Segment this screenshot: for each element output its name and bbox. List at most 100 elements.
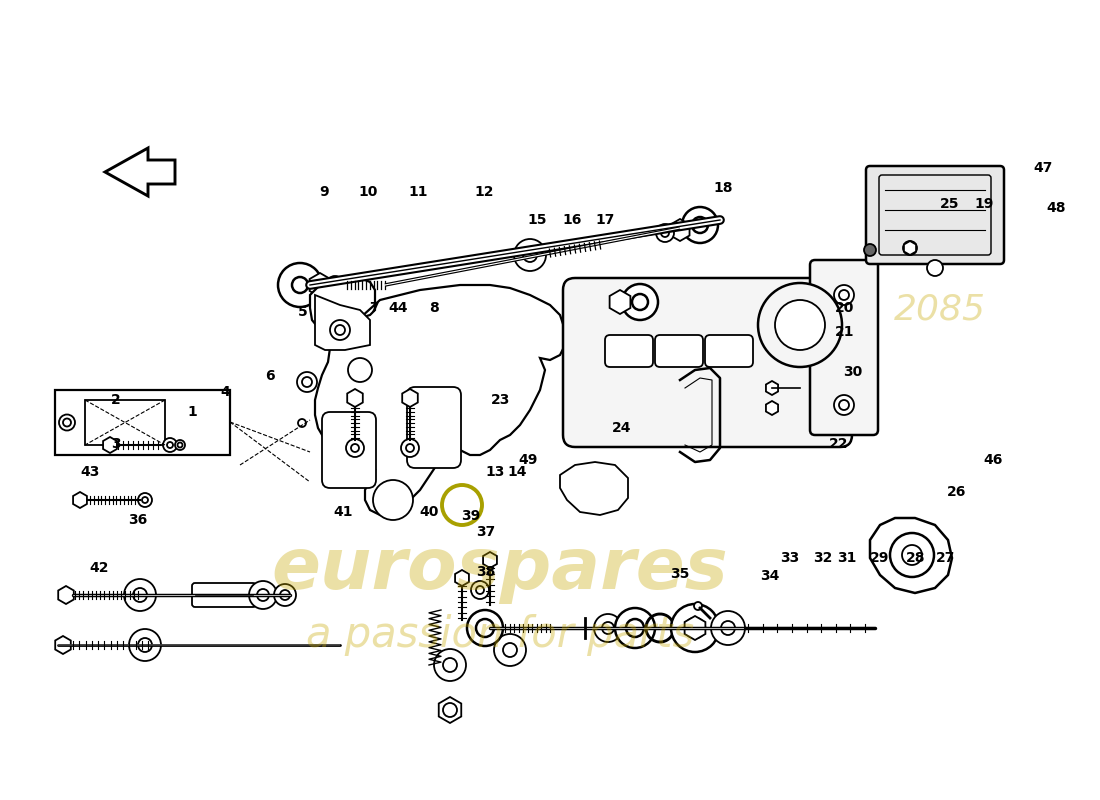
Circle shape	[142, 497, 148, 503]
Circle shape	[902, 545, 922, 565]
Polygon shape	[870, 518, 952, 593]
Circle shape	[129, 629, 161, 661]
Circle shape	[280, 590, 290, 600]
Circle shape	[839, 400, 849, 410]
Text: eurospares: eurospares	[272, 535, 728, 605]
Text: 28: 28	[905, 551, 925, 566]
Polygon shape	[309, 273, 330, 297]
Circle shape	[175, 440, 185, 450]
Polygon shape	[55, 636, 70, 654]
Circle shape	[682, 207, 718, 243]
Polygon shape	[560, 462, 628, 515]
Text: 19: 19	[975, 197, 994, 211]
FancyBboxPatch shape	[322, 412, 376, 488]
Circle shape	[167, 442, 173, 448]
Circle shape	[434, 649, 466, 681]
Circle shape	[59, 414, 75, 430]
Circle shape	[758, 283, 842, 367]
Text: 33: 33	[780, 551, 800, 566]
FancyBboxPatch shape	[705, 335, 754, 367]
Circle shape	[336, 325, 345, 335]
Text: 2085: 2085	[894, 293, 986, 327]
Text: 26: 26	[947, 485, 967, 499]
Text: 36: 36	[128, 513, 147, 527]
Circle shape	[302, 377, 312, 387]
Text: 1: 1	[188, 405, 197, 419]
Text: 18: 18	[713, 181, 733, 195]
Polygon shape	[609, 290, 630, 314]
Polygon shape	[73, 492, 87, 508]
Polygon shape	[766, 401, 778, 415]
Text: 42: 42	[89, 561, 109, 575]
Text: 49: 49	[518, 453, 538, 467]
Circle shape	[839, 290, 849, 300]
Text: 34: 34	[760, 569, 780, 583]
Text: 20: 20	[835, 301, 855, 315]
Text: 46: 46	[983, 453, 1003, 467]
Text: 8: 8	[430, 301, 439, 315]
Circle shape	[692, 217, 708, 233]
Circle shape	[292, 277, 308, 293]
Text: 32: 32	[813, 551, 833, 566]
Circle shape	[661, 229, 669, 237]
Circle shape	[442, 485, 482, 525]
Circle shape	[776, 300, 825, 350]
Text: 13: 13	[485, 465, 505, 479]
Circle shape	[297, 372, 317, 392]
Circle shape	[124, 579, 156, 611]
Circle shape	[632, 294, 648, 310]
Circle shape	[621, 284, 658, 320]
Text: 43: 43	[80, 465, 100, 479]
FancyBboxPatch shape	[55, 390, 230, 455]
FancyBboxPatch shape	[192, 583, 256, 607]
Circle shape	[834, 395, 854, 415]
Text: 48: 48	[1046, 201, 1066, 215]
FancyBboxPatch shape	[654, 335, 703, 367]
Text: 44: 44	[388, 301, 408, 315]
Polygon shape	[904, 241, 916, 255]
FancyBboxPatch shape	[866, 166, 1004, 264]
Text: 2: 2	[111, 393, 120, 407]
Polygon shape	[315, 295, 370, 350]
Circle shape	[927, 260, 943, 276]
Text: 11: 11	[408, 185, 428, 199]
Text: 37: 37	[476, 525, 496, 539]
Text: 30: 30	[843, 365, 862, 379]
Circle shape	[326, 276, 344, 294]
Circle shape	[626, 619, 644, 637]
FancyBboxPatch shape	[407, 387, 461, 468]
Polygon shape	[403, 389, 418, 407]
Text: 12: 12	[474, 185, 494, 199]
Polygon shape	[483, 552, 497, 568]
Circle shape	[249, 581, 277, 609]
Polygon shape	[439, 697, 461, 723]
Circle shape	[298, 419, 306, 427]
Circle shape	[351, 444, 359, 452]
Circle shape	[177, 442, 183, 447]
Polygon shape	[684, 616, 705, 640]
Text: 23: 23	[491, 393, 510, 407]
Circle shape	[476, 619, 494, 637]
Polygon shape	[104, 148, 175, 196]
Polygon shape	[103, 437, 117, 453]
FancyBboxPatch shape	[563, 278, 852, 447]
Circle shape	[443, 703, 456, 717]
Circle shape	[476, 586, 484, 594]
Text: 9: 9	[320, 185, 329, 199]
Text: 29: 29	[870, 551, 890, 566]
Circle shape	[443, 658, 456, 672]
Circle shape	[468, 610, 503, 646]
Text: 35: 35	[670, 567, 690, 582]
Text: 41: 41	[333, 505, 353, 519]
Text: 38: 38	[476, 565, 496, 579]
Circle shape	[903, 241, 917, 255]
Circle shape	[720, 621, 735, 635]
Polygon shape	[310, 278, 565, 515]
Circle shape	[671, 604, 719, 652]
Text: 22: 22	[828, 437, 848, 451]
Circle shape	[594, 614, 621, 642]
Circle shape	[63, 418, 72, 426]
Text: 39: 39	[461, 509, 481, 523]
Polygon shape	[348, 389, 363, 407]
Text: 25: 25	[939, 197, 959, 211]
